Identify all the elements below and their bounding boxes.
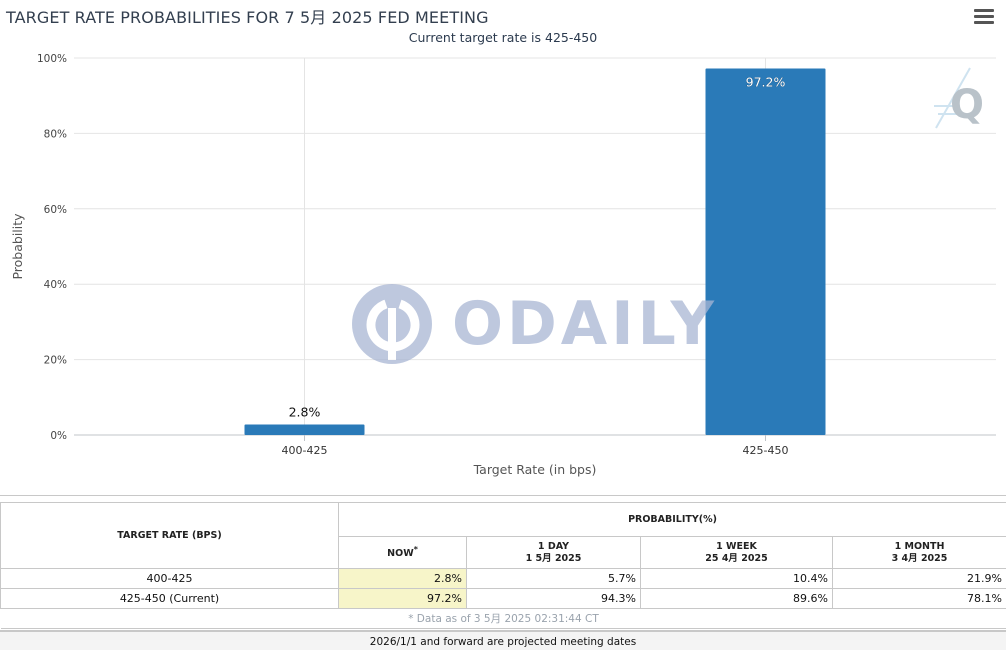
y-tick-label: 20% — [44, 355, 67, 367]
y-tick-label: 60% — [44, 204, 67, 216]
col-1day-date: 1 5月 2025 — [467, 553, 640, 565]
row-1month-value: 78.1% — [833, 589, 1006, 609]
chart-panel: 0% 20% 40% 60% 80% 100% 2.8% 400-425 97.2% 425-45… — [0, 0, 1006, 496]
col-1week-label: 1 WEEK — [641, 541, 832, 553]
bar — [245, 424, 365, 435]
row-now-value: 97.2% — [339, 589, 467, 609]
bar-chart: 0% 20% 40% 60% 80% 100% 2.8% 400-425 97.2% 425-45… — [0, 0, 1006, 496]
row-1week-value: 10.4% — [641, 569, 833, 589]
col-now-label: NOW — [387, 549, 414, 560]
data-label: 2.8% — [289, 404, 321, 419]
hamburger-menu-icon[interactable] — [974, 9, 994, 25]
col-1month-date: 3 4月 2025 — [833, 553, 1006, 565]
x-tick-label: 400-425 — [282, 444, 328, 457]
probability-header: PROBABILITY(%) — [339, 503, 1006, 537]
row-rate: 400-425 — [1, 569, 339, 589]
x-axis-title: Target Rate (in bps) — [473, 462, 597, 477]
row-1day-value: 5.7% — [467, 569, 641, 589]
col-1month-header: 1 MONTH 3 4月 2025 — [833, 537, 1006, 569]
chart-title: TARGET RATE PROBABILITIES FOR 7 5月 2025 … — [6, 4, 489, 28]
row-now-value: 2.8% — [339, 569, 467, 589]
table-row: 400-425 2.8% 5.7% 10.4% 21.9% — [1, 569, 1006, 589]
col-1week-date: 25 4月 2025 — [641, 553, 832, 565]
probability-table: TARGET RATE (BPS) PROBABILITY(%) NOW* 1 … — [0, 502, 1006, 629]
y-tick-label: 80% — [44, 128, 67, 140]
row-1week-value: 89.6% — [641, 589, 833, 609]
y-tick-label: 40% — [44, 279, 67, 291]
table-row: 425-450 (Current) 97.2% 94.3% 89.6% 78.1… — [1, 589, 1006, 609]
y-tick-label: 100% — [37, 53, 67, 65]
col-1week-header: 1 WEEK 25 4月 2025 — [641, 537, 833, 569]
col-now-header: NOW* — [339, 537, 467, 569]
footer-note: 2026/1/1 and forward are projected meeti… — [0, 630, 1006, 650]
data-as-of-note: * Data as of 3 5月 2025 02:31:44 CT — [1, 609, 1006, 629]
y-axis-title: Probability — [10, 213, 25, 280]
col-1day-label: 1 DAY — [467, 541, 640, 553]
row-1day-value: 94.3% — [467, 589, 641, 609]
chart-subtitle: Current target rate is 425-450 — [0, 30, 1006, 45]
col-now-marker: * — [414, 545, 418, 554]
x-tick-label: 425-450 — [743, 444, 789, 457]
col-1month-label: 1 MONTH — [833, 541, 1006, 553]
col-1day-header: 1 DAY 1 5月 2025 — [467, 537, 641, 569]
bar — [706, 69, 826, 435]
data-label: 97.2% — [746, 75, 786, 90]
row-rate: 425-450 (Current) — [1, 589, 339, 609]
y-tick-label: 0% — [50, 430, 67, 442]
target-rate-header: TARGET RATE (BPS) — [1, 503, 339, 569]
row-1month-value: 21.9% — [833, 569, 1006, 589]
